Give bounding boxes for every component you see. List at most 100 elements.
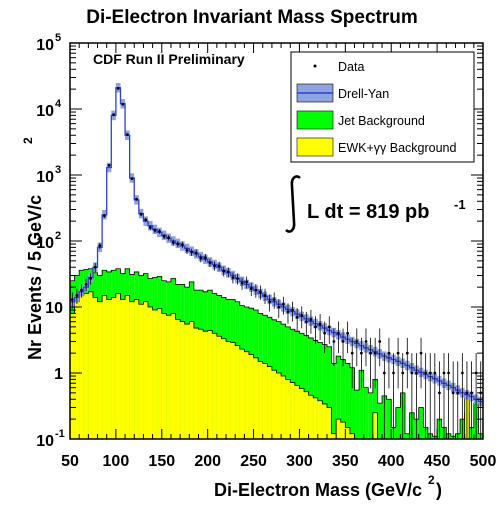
data-point xyxy=(359,351,363,355)
ewk-background-bin xyxy=(271,370,277,439)
ewk-background-bin xyxy=(129,301,135,439)
jet-background-bin xyxy=(418,407,424,439)
data-point xyxy=(130,177,134,181)
data-point xyxy=(75,293,79,297)
ewk-background-bin xyxy=(161,313,167,439)
data-point xyxy=(217,264,221,268)
jet-background-bin xyxy=(354,390,360,439)
x-tick-label: 200 xyxy=(194,453,221,470)
ewk-background-bin xyxy=(115,293,121,439)
data-point xyxy=(378,340,382,343)
ewk-background-bin xyxy=(125,295,130,439)
data-point xyxy=(396,351,400,355)
ewk-background-bin xyxy=(148,307,153,439)
luminosity-label: L dt = 819 pb -1 xyxy=(285,175,466,233)
data-point xyxy=(144,218,148,222)
data-point xyxy=(465,391,469,395)
data-point xyxy=(433,371,437,375)
ewk-background-bin xyxy=(207,330,213,439)
ewk-background-bin xyxy=(184,324,190,439)
ewk-background-bin xyxy=(92,297,98,439)
jet-background-bin xyxy=(308,337,314,439)
ewk-background-bin xyxy=(97,301,103,439)
jet-background-bin xyxy=(404,433,410,439)
data-point xyxy=(401,371,405,375)
ewk-background-bin xyxy=(304,391,309,439)
y-tick-base: 10 xyxy=(36,433,54,450)
data-point xyxy=(442,371,446,375)
jet-background-bin xyxy=(345,363,350,439)
ewk-background-bin xyxy=(317,400,323,439)
data-point xyxy=(456,391,460,395)
jet-background-bin xyxy=(395,407,401,439)
data-point xyxy=(447,371,450,375)
jet-background-bin xyxy=(377,403,383,439)
data-point xyxy=(332,340,336,343)
y-tick-exponent: 4 xyxy=(55,98,62,110)
ewk-background-bin xyxy=(262,363,268,439)
legend-label: Data xyxy=(338,60,364,74)
data-point xyxy=(314,325,317,329)
data-point xyxy=(410,371,414,375)
data-point xyxy=(98,244,102,248)
ewk-background-bin xyxy=(349,433,355,439)
ewk-background-bin xyxy=(157,308,162,439)
y-tick-label: 1 xyxy=(54,366,63,383)
y-tick-exponent: 2 xyxy=(55,230,61,242)
y-tick-base: 10 xyxy=(45,300,63,317)
ewk-background-bin xyxy=(170,313,176,439)
data-point xyxy=(451,391,455,395)
data-point xyxy=(286,310,290,314)
data-point xyxy=(245,280,249,284)
data-point xyxy=(222,269,226,273)
data-point xyxy=(387,351,391,355)
y-tick-label: 10 3 xyxy=(36,164,61,186)
x-tick-label: 300 xyxy=(286,453,313,470)
data-point xyxy=(153,228,157,232)
ewk-background-bin xyxy=(152,310,158,439)
data-point xyxy=(428,371,432,375)
y-axis-title: Nr Events / 5 GeV/c xyxy=(25,195,45,360)
ewk-background-bin xyxy=(111,297,116,439)
data-point xyxy=(438,391,441,395)
ewk-background-bin xyxy=(88,291,93,439)
data-point xyxy=(148,226,152,229)
x-tick-label: 50 xyxy=(61,453,79,470)
ewk-background-bin xyxy=(138,304,144,439)
x-tick-label: 450 xyxy=(424,453,451,470)
data-point xyxy=(194,251,198,255)
jet-background-bin xyxy=(299,333,305,439)
jet-background-bin xyxy=(368,392,373,439)
data-point xyxy=(327,325,331,329)
data-point xyxy=(80,288,83,292)
chart-title: Di-Electron Invariant Mass Spectrum xyxy=(86,7,418,28)
data-point xyxy=(89,277,93,280)
y-tick-exponent: 5 xyxy=(55,32,61,44)
data-point xyxy=(300,313,304,317)
data-point xyxy=(268,300,272,304)
ewk-background-bin xyxy=(326,407,332,439)
data-point xyxy=(337,331,340,335)
ewk-background-bin xyxy=(74,301,80,439)
ewk-background-bin xyxy=(308,395,314,439)
ewk-background-bin xyxy=(331,433,337,439)
data-point xyxy=(373,351,377,355)
data-point xyxy=(240,281,244,285)
legend-label: EWK+γγ Background xyxy=(338,141,457,155)
data-point xyxy=(318,322,322,326)
y-tick-label: 10 5 xyxy=(36,32,61,54)
y-tick-base: 10 xyxy=(36,103,54,120)
data-point xyxy=(254,288,258,292)
data-point xyxy=(107,163,111,167)
data-point xyxy=(470,391,473,395)
legend-swatch xyxy=(296,137,334,157)
data-point xyxy=(125,133,129,136)
jet-background-bin xyxy=(372,379,378,439)
data-point xyxy=(167,236,171,240)
data-point xyxy=(277,305,281,309)
data-point xyxy=(139,212,143,216)
ewk-background-bin xyxy=(175,319,181,439)
ewk-background-bin xyxy=(193,328,199,439)
legend-entry: EWK+γγ Background xyxy=(296,137,457,157)
luminosity-text: L dt = 819 pb xyxy=(307,201,429,223)
